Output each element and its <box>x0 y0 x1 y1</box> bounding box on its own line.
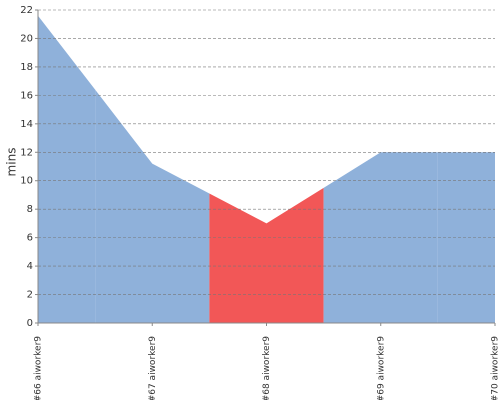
area-segment <box>95 89 210 323</box>
area-segment <box>209 187 324 323</box>
y-tick-label: 4 <box>27 261 33 272</box>
area-segment <box>437 152 495 323</box>
x-tick-label: #69 aiworker9 <box>376 336 386 400</box>
x-tick-label: #68 aiworker9 <box>262 336 272 400</box>
y-tick-label: 6 <box>27 233 33 244</box>
y-tick-label: 16 <box>20 90 33 101</box>
y-tick-label: 8 <box>27 204 33 215</box>
y-tick-label: 14 <box>20 119 33 130</box>
area-segment <box>38 15 96 323</box>
y-tick-label: 0 <box>27 318 33 329</box>
y-tick-label: 22 <box>20 5 33 16</box>
x-tick-label: #66 aiworker9 <box>34 336 44 400</box>
x-tick-label: #70 aiworker9 <box>491 336 500 400</box>
y-tick-label: 12 <box>20 147 33 158</box>
x-tick-label: #67 aiworker9 <box>148 336 158 400</box>
y-tick-label: 2 <box>27 290 33 301</box>
y-tick-label: 18 <box>20 62 33 73</box>
y-axis-label: mins <box>5 148 19 177</box>
y-tick-label: 20 <box>20 33 33 44</box>
y-tick-label: 10 <box>20 176 33 187</box>
